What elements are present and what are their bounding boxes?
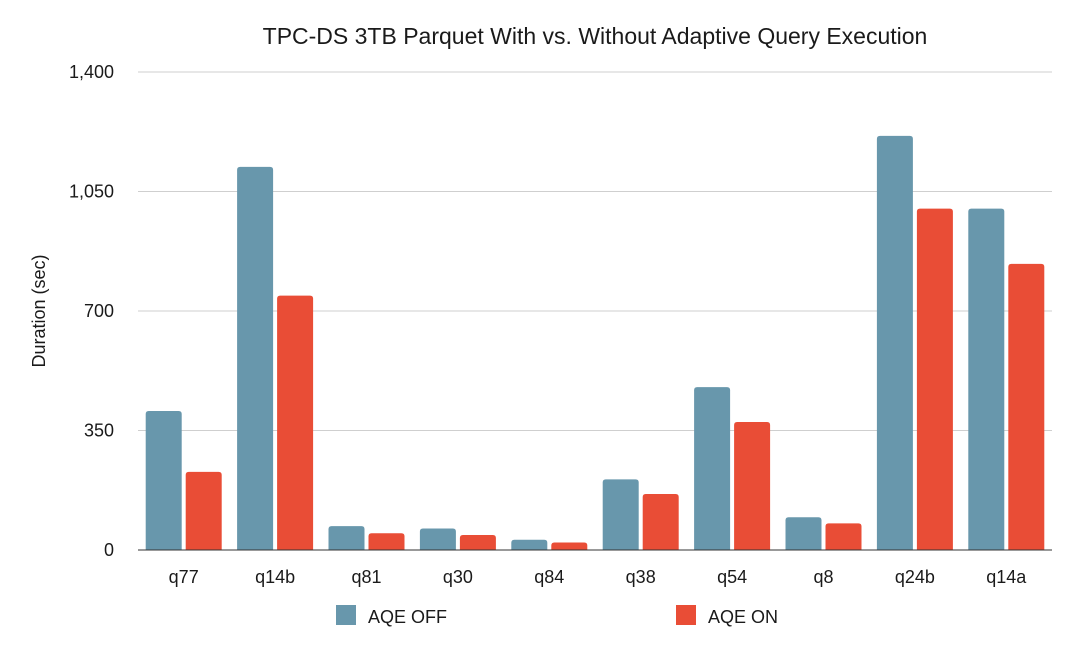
legend: AQE OFF AQE ON — [336, 605, 778, 627]
x-tick-label: q24b — [895, 567, 935, 587]
legend-swatch — [336, 605, 356, 625]
bar-q84-aqe-off — [511, 539, 548, 550]
x-axis-tick-labels: q77 q14b q81 q30 q84 q38 q54 q8 q24b q14a — [169, 567, 1028, 587]
bar-q77-aqe-off — [145, 411, 182, 550]
bar-q24b-aqe-off — [876, 135, 913, 550]
legend-swatch — [676, 605, 696, 625]
bar-q38-aqe-on — [642, 494, 679, 550]
bar-q14b-aqe-on — [277, 295, 314, 550]
bar-q84-aqe-on — [551, 542, 588, 550]
bar-q54-aqe-on — [734, 421, 771, 550]
y-tick-label: 350 — [84, 421, 114, 441]
gridlines — [138, 71, 1052, 431]
bar-q81-aqe-off — [328, 526, 365, 550]
bar-q30-aqe-on — [459, 534, 496, 550]
y-axis-tick-labels: 0 350 700 1,050 1,400 — [69, 62, 114, 560]
y-tick-label: 700 — [84, 301, 114, 321]
bar-q8-aqe-on — [825, 523, 862, 550]
x-tick-label: q30 — [443, 567, 473, 587]
x-tick-label: q84 — [534, 567, 564, 587]
y-axis-title: Duration (sec) — [29, 254, 49, 367]
bars — [145, 135, 1045, 551]
bar-q30-aqe-off — [419, 528, 456, 550]
x-tick-label: q81 — [351, 567, 381, 587]
legend-label: AQE OFF — [368, 607, 447, 627]
x-tick-label: q77 — [169, 567, 199, 587]
bar-q14b-aqe-off — [237, 166, 274, 550]
bar-q14a-aqe-off — [968, 208, 1005, 551]
bar-q8-aqe-off — [785, 517, 822, 550]
bar-q14a-aqe-on — [1008, 263, 1045, 550]
legend-label: AQE ON — [708, 607, 778, 627]
x-tick-label: q14a — [986, 567, 1027, 587]
bar-q54-aqe-off — [694, 387, 731, 550]
chart-title: TPC-DS 3TB Parquet With vs. Without Adap… — [263, 23, 928, 49]
y-tick-label: 1,050 — [69, 182, 114, 202]
y-tick-label: 0 — [104, 540, 114, 560]
y-tick-label: 1,400 — [69, 62, 114, 82]
x-tick-label: q14b — [255, 567, 295, 587]
x-tick-label: q8 — [813, 567, 833, 587]
bar-q24b-aqe-on — [916, 208, 953, 551]
bar-q81-aqe-on — [368, 533, 405, 550]
bar-q38-aqe-off — [602, 479, 639, 550]
x-tick-label: q54 — [717, 567, 747, 587]
x-tick-label: q38 — [626, 567, 656, 587]
bar-q77-aqe-on — [185, 471, 222, 550]
